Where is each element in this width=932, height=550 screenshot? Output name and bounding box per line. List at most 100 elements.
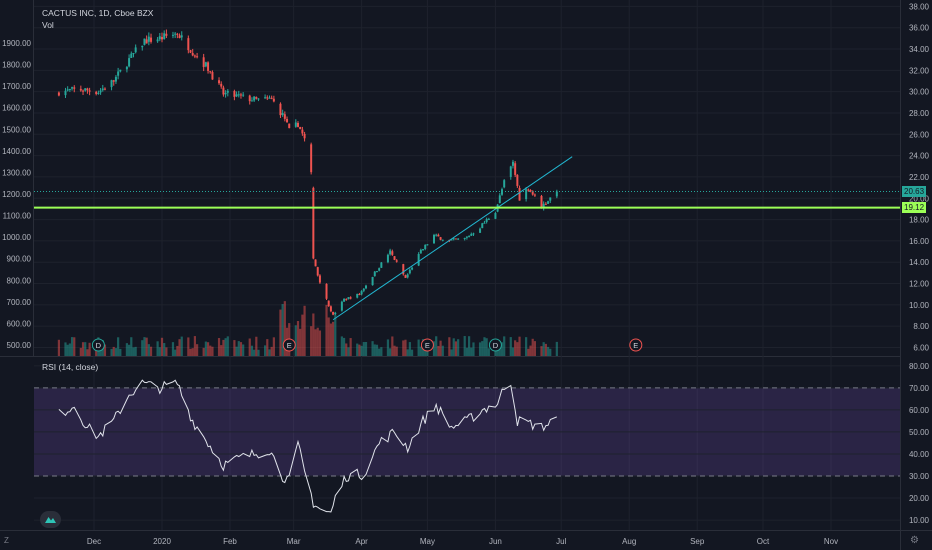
candle-body [487, 218, 490, 220]
volume-bar [248, 338, 251, 356]
candle-body [494, 213, 497, 219]
candle-body [518, 187, 521, 201]
candle-body [158, 36, 161, 40]
volume-bar [467, 336, 471, 356]
volume-bar [511, 347, 515, 356]
candle-body [174, 33, 177, 35]
volume-bar [165, 347, 168, 356]
candle-body [97, 92, 100, 94]
x-tick-label: Aug [622, 537, 636, 546]
volume-bar [299, 328, 302, 356]
volume-legend[interactable]: Vol [42, 20, 54, 30]
candle-body [171, 34, 174, 36]
volume-bar [483, 337, 486, 356]
candle-body [132, 53, 135, 55]
gear-icon[interactable]: ⚙ [910, 535, 919, 546]
volume-bar [347, 347, 350, 356]
candle-body [286, 119, 289, 123]
candle-body [503, 180, 506, 188]
rsi-tick-label: 30.00 [909, 472, 930, 481]
candle-body [119, 69, 122, 72]
volume-bar [222, 339, 225, 356]
left-tick-label: 1900.00 [2, 39, 31, 48]
candle-body [533, 194, 536, 196]
candle-body [437, 234, 440, 237]
candle-body [463, 238, 466, 240]
left-tick-label: 500.00 [7, 341, 32, 350]
level-price-tag: 19.12 [902, 202, 927, 214]
candle-body [514, 163, 517, 175]
candle-body [268, 97, 271, 99]
candle-body [88, 90, 91, 92]
candle-body [237, 94, 240, 96]
volume-bar [283, 301, 286, 356]
left-tick-label: 1300.00 [2, 168, 31, 177]
volume-bar [533, 341, 537, 356]
candle-body [310, 144, 313, 173]
volume-bar [211, 346, 214, 356]
volume-bar [174, 349, 177, 356]
volume-bar [233, 340, 236, 356]
volume-bar [325, 304, 328, 356]
price-tick-label: 26.00 [909, 130, 930, 139]
left-tick-label: 600.00 [7, 319, 32, 328]
rsi-legend[interactable]: RSI (14, close) [42, 362, 99, 372]
trendline [332, 156, 573, 321]
left-tick-label: 1400.00 [2, 147, 31, 156]
volume-bar [57, 339, 61, 356]
candle-body [191, 53, 194, 56]
candle-body [327, 300, 330, 307]
candle-body [99, 90, 102, 93]
left-tick-label: 900.00 [7, 255, 32, 264]
volume-bar [360, 345, 363, 356]
earnings-marker: E [282, 338, 296, 352]
symbol-legend[interactable]: CACTUS INC, 1D, Cboe BZX [42, 8, 154, 18]
candle-body [303, 133, 306, 139]
candle-body [196, 56, 199, 58]
volume-bar [303, 305, 306, 356]
volume-bar [375, 344, 379, 356]
volume-bar [163, 343, 166, 356]
volume-bar [342, 337, 346, 356]
event-marker-label: E [425, 341, 430, 350]
volume-bar [191, 348, 194, 356]
zoom-reset-button[interactable]: Z [4, 536, 9, 545]
volume-bar [70, 337, 74, 356]
candle-body [485, 219, 488, 222]
candle-body [511, 161, 514, 166]
left-tick-label: 1000.00 [2, 233, 31, 242]
candle-body [193, 55, 196, 57]
candle-body [509, 166, 512, 177]
tradingview-logo-icon[interactable] [40, 511, 61, 528]
volume-bar [470, 347, 473, 356]
candle-body [424, 244, 427, 249]
candle-body [117, 71, 120, 76]
x-tick-label: Jun [489, 537, 502, 546]
volume-bar [178, 339, 181, 356]
volume-bar [84, 342, 87, 356]
candle-body [547, 201, 550, 204]
left-tick-label: 800.00 [7, 276, 32, 285]
price-tick-label: 24.00 [909, 152, 930, 161]
volume-bar [176, 345, 179, 356]
candle-body [110, 80, 113, 88]
volume-bar [189, 348, 192, 356]
volume-bar [145, 337, 148, 356]
candle-body [283, 114, 286, 119]
candle-body [163, 33, 166, 40]
candle-body [66, 89, 69, 91]
volume-bar [371, 341, 374, 356]
price-tick-label: 8.00 [913, 322, 929, 331]
candle-body [389, 250, 392, 255]
x-tick-label: Mar [287, 537, 301, 546]
candle-body [544, 203, 547, 205]
candle-body [498, 195, 501, 203]
candle-body [329, 306, 332, 312]
candle-body [527, 189, 530, 191]
volume-bar [378, 348, 381, 356]
candle-body [393, 256, 396, 260]
event-marker-label: D [493, 341, 499, 350]
candle-body [411, 267, 414, 270]
candle-body [347, 297, 350, 300]
